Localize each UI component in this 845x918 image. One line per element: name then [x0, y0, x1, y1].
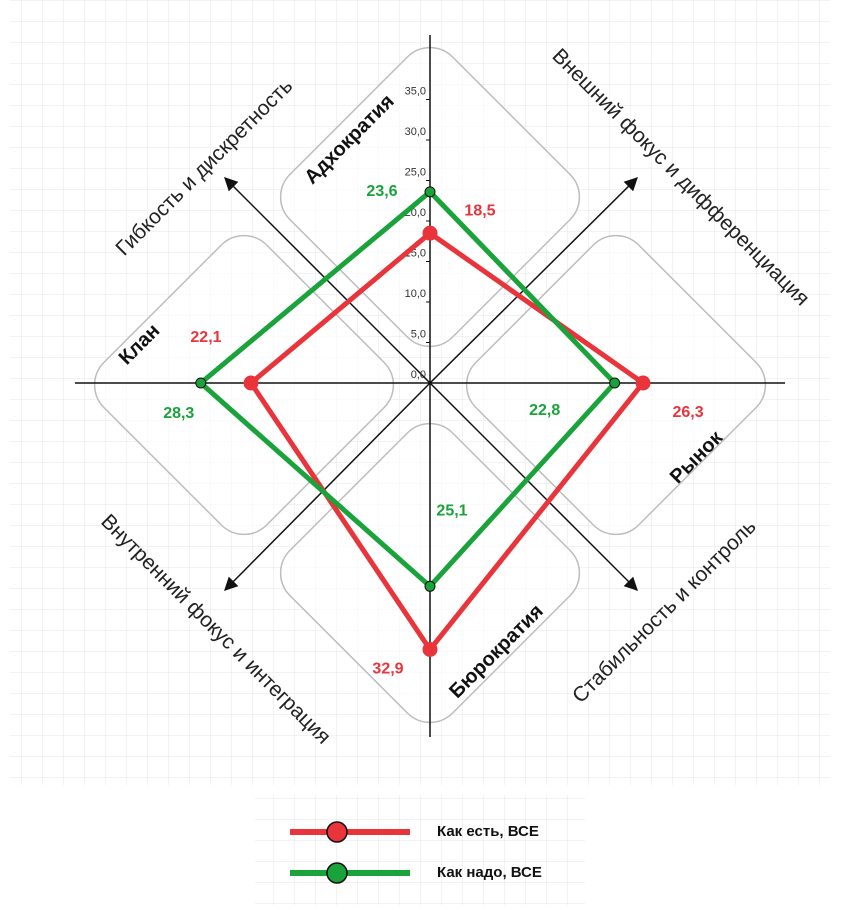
- diagonal-arrow: [224, 382, 431, 591]
- data-label: 32,9: [372, 661, 403, 678]
- data-point: [424, 580, 436, 592]
- y-tick-label: 10,0: [405, 288, 426, 300]
- legend-label: Как надо, ВСЕ: [437, 864, 542, 881]
- data-label: 23,6: [366, 183, 397, 200]
- y-tick-label: 35,0: [405, 85, 426, 97]
- diagonal-arrow: [429, 382, 638, 591]
- legend-marker: [326, 821, 348, 843]
- y-tick-label: 25,0: [405, 166, 426, 178]
- data-label: 28,3: [163, 405, 194, 422]
- data-point: [609, 377, 621, 389]
- data-label: 18,5: [464, 202, 495, 219]
- legend-grid: [255, 795, 585, 905]
- data-point: [422, 641, 438, 657]
- data-label: 22,8: [529, 402, 560, 419]
- diagonal-arrow: [429, 177, 638, 384]
- data-label: 22,1: [190, 329, 221, 346]
- data-label: 26,3: [672, 404, 703, 421]
- data-point: [195, 377, 207, 389]
- data-point: [635, 375, 651, 391]
- legend-marker: [326, 862, 348, 884]
- y-tick-label: 0,0: [411, 369, 426, 381]
- y-tick-label: 5,0: [411, 328, 426, 340]
- data-point: [424, 186, 436, 198]
- data-point: [422, 225, 438, 241]
- data-point: [243, 375, 259, 391]
- legend-label: Как есть, ВСЕ: [437, 823, 539, 840]
- data-label: 25,1: [436, 503, 467, 520]
- y-tick-label: 30,0: [405, 126, 426, 138]
